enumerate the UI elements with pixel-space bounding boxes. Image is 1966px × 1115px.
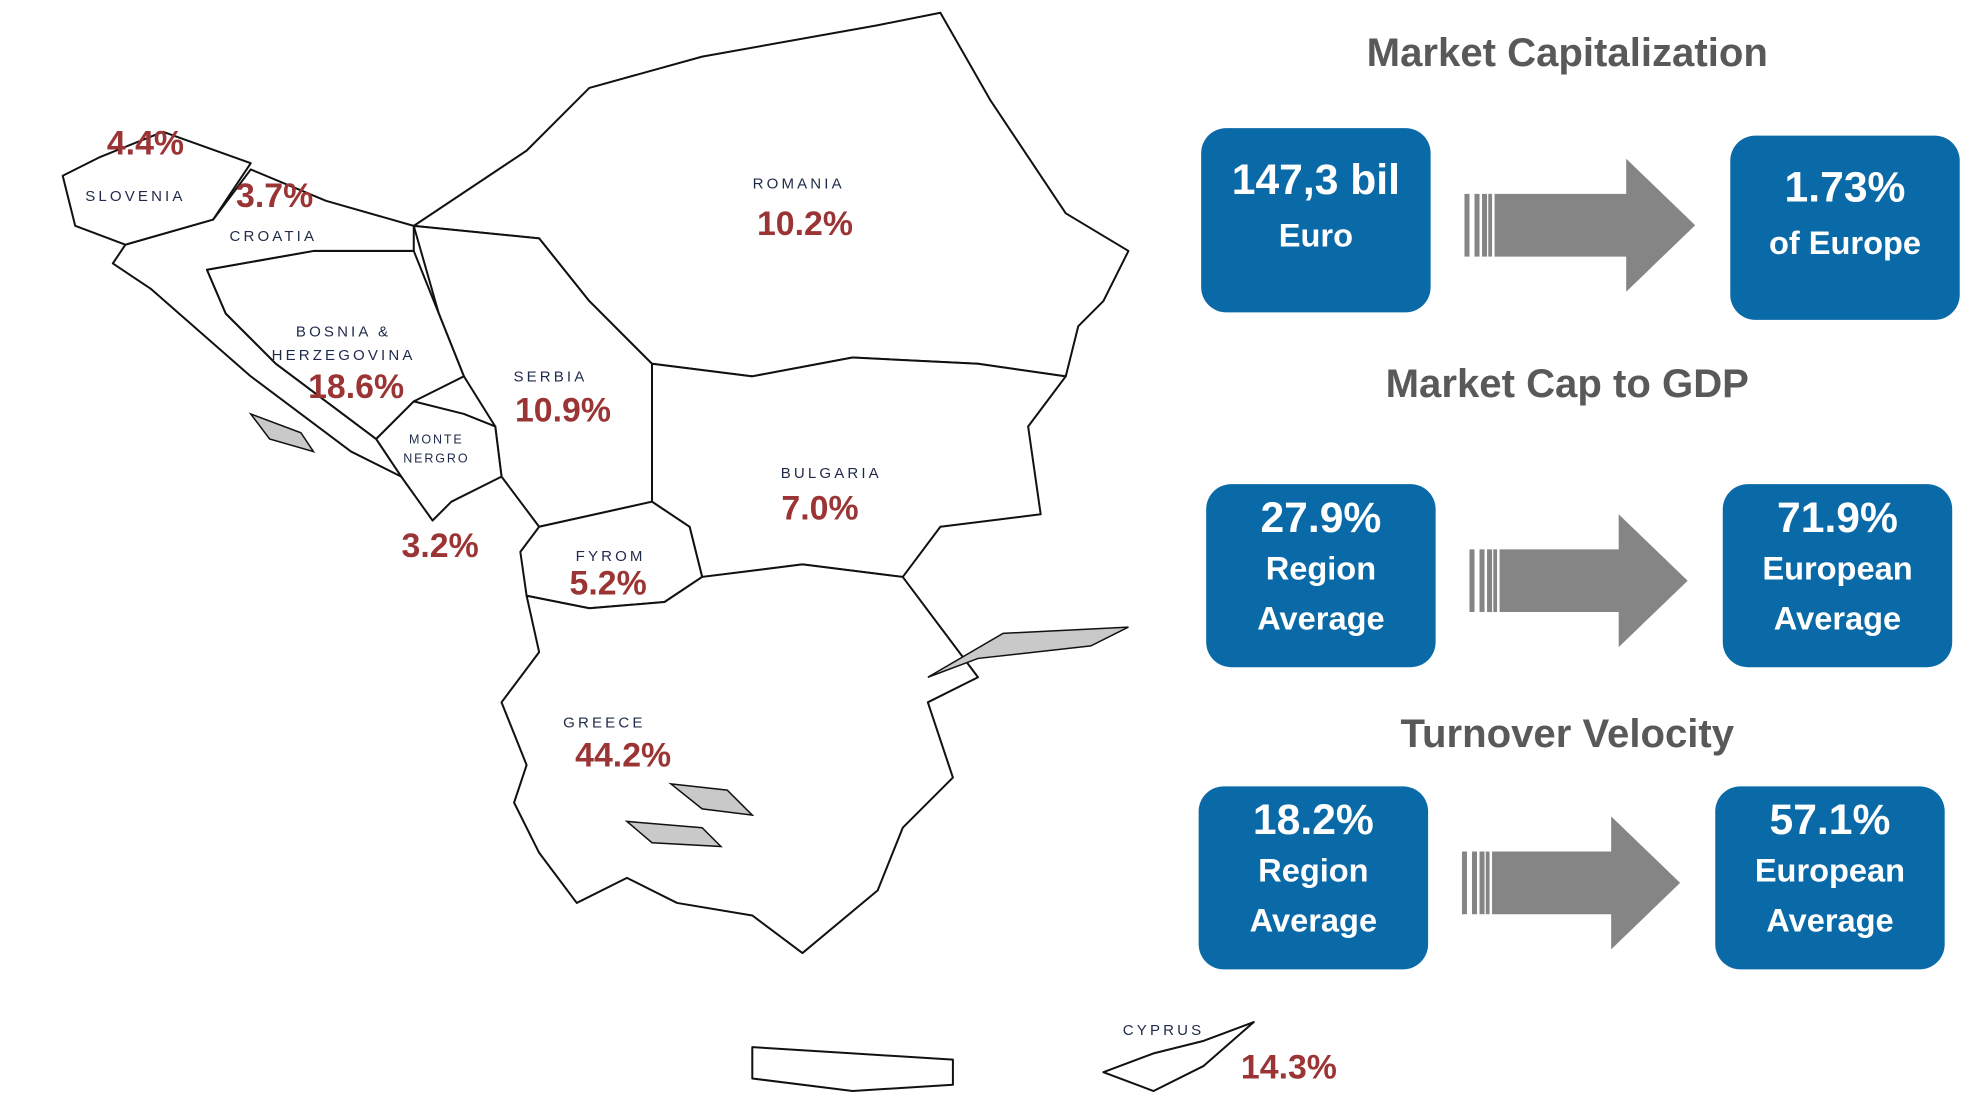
stat-box <box>1206 484 1436 668</box>
island <box>927 626 1129 678</box>
arrow-stripe <box>1479 851 1485 915</box>
country-name: CYPRUS <box>1123 1022 1204 1039</box>
country-name: BULGARIA <box>781 465 882 482</box>
crete-outline <box>751 1046 954 1093</box>
montenegro-outline <box>375 400 503 522</box>
arrow-stripe <box>1487 549 1493 613</box>
country-name: ROMANIA <box>753 175 845 192</box>
stat-text: 18.2% <box>1253 796 1374 844</box>
arrow-stripe <box>1471 851 1478 915</box>
island <box>248 412 316 453</box>
stat-box <box>1198 786 1429 970</box>
country-share: 3.2% <box>402 527 479 565</box>
country-name: FYROM <box>576 548 646 565</box>
arrow-stripe <box>1485 851 1490 915</box>
stat-box <box>1722 484 1953 668</box>
stat-text: Average <box>1766 902 1893 939</box>
country-share: 14.3% <box>1241 1049 1337 1087</box>
stat-box <box>1730 135 1960 320</box>
stat-text: Euro <box>1279 216 1353 253</box>
panel-title: Market Capitalization <box>1367 30 1768 75</box>
country-name: GREECE <box>563 715 645 732</box>
country-share: 3.7% <box>236 177 313 215</box>
arrow <box>1494 158 1696 292</box>
arrow-stripe <box>1474 193 1480 257</box>
slovenia-outline <box>61 130 252 246</box>
stat-text: 147,3 bil <box>1232 156 1400 204</box>
country-share: 5.2% <box>570 565 647 603</box>
stat-text: European <box>1762 549 1912 586</box>
stat-text: Region <box>1266 549 1376 586</box>
panel-title: Market Cap to GDP <box>1386 361 1749 406</box>
country-share: 7.0% <box>781 489 858 527</box>
arrow <box>1499 514 1688 648</box>
country-share: 4.4% <box>107 125 184 163</box>
stat-text: Average <box>1250 902 1377 939</box>
arrow-stripe <box>1488 193 1493 257</box>
stat-text: 57.1% <box>1770 796 1891 844</box>
croatia-outline <box>111 168 415 478</box>
country-share: 10.9% <box>515 392 611 430</box>
panel-title: Turnover Velocity <box>1400 711 1734 756</box>
island <box>624 820 723 848</box>
stat-text: of Europe <box>1769 224 1921 261</box>
country-name: SLOVENIA <box>85 188 185 205</box>
country-share: 10.2% <box>757 205 853 243</box>
stat-box <box>1715 786 1945 970</box>
island <box>668 782 755 817</box>
stat-box <box>1201 128 1431 313</box>
stats-panels: Market Capitalization 147,3 bil Euro 1.73% o… <box>1198 30 1960 970</box>
stat-text: Average <box>1774 599 1901 636</box>
country-name: NERGRO <box>403 451 469 465</box>
stat-text: 1.73% <box>1785 163 1906 211</box>
arrow-stripe <box>1469 549 1475 613</box>
arrow-stripe <box>1493 549 1498 613</box>
country-name: CROATIA <box>230 228 318 245</box>
country-name: BOSNIA & <box>296 323 391 340</box>
country-name: HERZEGOVINA <box>272 347 416 364</box>
country-name: MONTE <box>409 433 464 447</box>
greece-outline <box>500 563 979 955</box>
map <box>61 11 1255 1093</box>
cyprus-outline <box>1102 1021 1255 1093</box>
country-share: 18.6% <box>308 368 404 406</box>
stat-text: Region <box>1258 851 1368 888</box>
map-labels: SLOVENIA 4.4% CROATIA 3.7% ROMANIA 10.2% BOSNI… <box>85 125 1337 1087</box>
stat-text: Average <box>1257 599 1384 636</box>
country-name: SERBIA <box>513 369 587 386</box>
stat-text: European <box>1755 851 1905 888</box>
arrow-stripe <box>1479 549 1485 613</box>
stat-text: 71.9% <box>1777 494 1898 542</box>
arrow-stripe <box>1464 193 1470 257</box>
arrow-stripe <box>1482 193 1488 257</box>
arrow-stripe <box>1461 851 1467 915</box>
country-share: 44.2% <box>575 736 671 774</box>
arrow <box>1492 816 1681 950</box>
stat-text: 27.9% <box>1260 494 1381 542</box>
